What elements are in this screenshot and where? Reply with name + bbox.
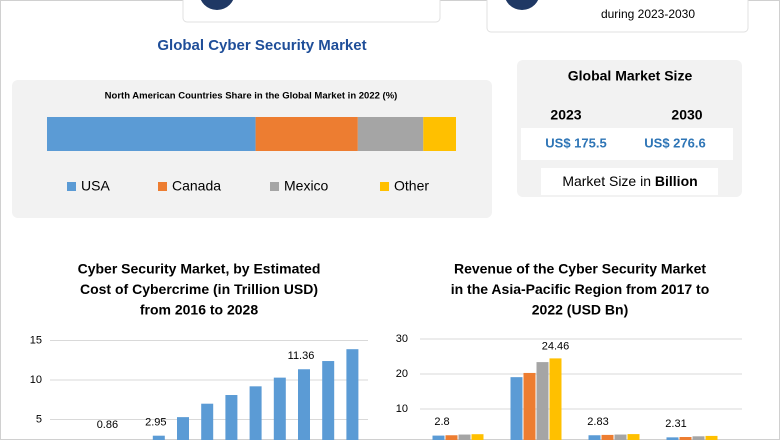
data-label: 2.31 (665, 418, 686, 430)
legend-label: Other (394, 178, 429, 194)
chart-title: from 2016 to 2028 (140, 302, 258, 318)
bar (536, 362, 549, 440)
chart-title: in the Asia-Pacific Region from 2017 to (451, 281, 710, 297)
bar (322, 361, 335, 440)
bar (627, 434, 640, 440)
size-note: Market Size in Billion (562, 173, 697, 189)
y-tick-label: 5 (36, 413, 42, 425)
bar-segment (357, 117, 424, 151)
chart-title: Revenue of the Cyber Security Market (454, 261, 706, 277)
bar (666, 437, 679, 440)
legend-swatch (158, 182, 167, 191)
top-box (486, 0, 749, 33)
bar (601, 434, 614, 440)
bar (273, 377, 286, 440)
legend-label: USA (81, 178, 110, 194)
cagr-text: during 2023-2030 (601, 7, 695, 21)
bar (201, 403, 214, 440)
chart-title: Cost of Cybercrime (in Trillion USD) (80, 281, 318, 297)
bar (458, 434, 471, 440)
legend-swatch (380, 182, 389, 191)
y-tick-label: 30 (396, 333, 408, 345)
year: 2030 (671, 107, 702, 123)
icon (200, 0, 234, 10)
note-text: Market Size in (562, 173, 655, 189)
bar-segment (47, 117, 256, 151)
icon (505, 0, 539, 10)
bar-segment (423, 117, 456, 151)
title: Global Cyber Security Market (157, 37, 366, 54)
bar (225, 395, 238, 440)
size-title: Global Market Size (568, 68, 693, 84)
note-unit: Billion (655, 173, 698, 189)
bar (298, 369, 310, 440)
legend-swatch (270, 182, 279, 191)
panel-title: North American Countries Share in the Gl… (105, 91, 398, 102)
data-label: 24.46 (542, 340, 570, 352)
y-tick-label: 20 (396, 368, 408, 380)
y-tick-label: 15 (30, 334, 42, 346)
bar (523, 372, 536, 440)
chart-title: 2022 (USD Bn) (532, 302, 628, 318)
data-label: 0.86 (97, 419, 118, 431)
year: 2023 (550, 107, 581, 123)
bar (679, 437, 692, 440)
size-value: US$ 276.6 (644, 135, 705, 150)
size-value: US$ 175.5 (545, 135, 606, 150)
y-tick-label: 10 (30, 374, 42, 386)
data-label: 2.83 (587, 416, 608, 428)
bar (614, 434, 627, 440)
bar (549, 358, 562, 440)
bar (510, 377, 523, 440)
legend-label: Canada (172, 178, 221, 194)
data-label: 2.8 (434, 416, 449, 428)
value-box (521, 128, 733, 160)
top-box (182, 0, 441, 23)
bar (346, 349, 359, 440)
y-tick-label: 10 (396, 403, 408, 415)
bar (471, 434, 484, 440)
bar (152, 435, 165, 440)
bar (705, 435, 718, 440)
note-box (541, 168, 718, 195)
bar (445, 435, 458, 440)
chart-title: Cyber Security Market, by Estimated (78, 261, 321, 277)
bar (588, 435, 601, 440)
legend-label: Mexico (284, 178, 329, 194)
data-label: 2.95 (145, 417, 166, 429)
bar (249, 386, 262, 440)
bar (692, 436, 705, 440)
bar (432, 435, 445, 440)
bar (177, 417, 189, 440)
bar-segment (255, 117, 358, 151)
legend-swatch (67, 182, 76, 191)
data-label: 11.36 (288, 350, 315, 362)
